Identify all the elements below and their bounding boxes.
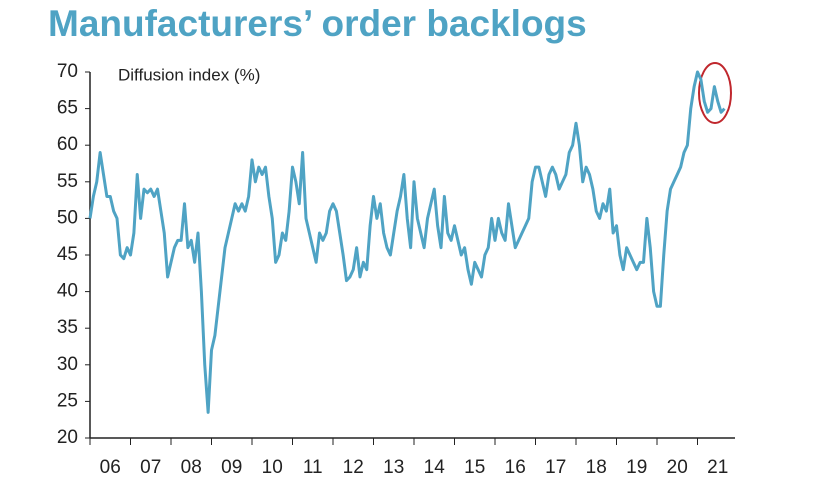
y-tick-label: 30 xyxy=(57,354,78,375)
x-tick-label: 15 xyxy=(464,457,485,478)
x-tick-label: 13 xyxy=(383,457,404,478)
y-tick-label: 20 xyxy=(57,427,78,448)
x-tick-label: 07 xyxy=(140,457,161,478)
x-tick-label: 10 xyxy=(262,457,283,478)
x-tick-label: 18 xyxy=(586,457,607,478)
x-tick-label: 17 xyxy=(545,457,566,478)
x-tick-label: 06 xyxy=(100,457,121,478)
x-tick-label: 20 xyxy=(667,457,688,478)
y-tick-label: 65 xyxy=(57,98,78,119)
x-tick-label: 21 xyxy=(707,457,728,478)
x-tick-label: 14 xyxy=(424,457,446,478)
y-tick-label: 55 xyxy=(57,171,78,192)
y-tick-label: 45 xyxy=(57,244,78,265)
y-tick-label: 35 xyxy=(57,317,78,338)
x-tick-label: 09 xyxy=(221,457,242,478)
x-tick-label: 12 xyxy=(343,457,364,478)
y-tick-label: 50 xyxy=(57,207,78,228)
y-tick-label: 70 xyxy=(57,61,78,82)
highlight-circle xyxy=(698,62,732,124)
y-tick-label: 25 xyxy=(57,390,78,411)
y-tick-label: 40 xyxy=(57,281,78,302)
x-tick-label: 19 xyxy=(626,457,647,478)
y-tick-label: 60 xyxy=(57,134,78,155)
x-tick-label: 16 xyxy=(505,457,526,478)
x-tick-label: 08 xyxy=(181,457,202,478)
x-tick-label: 11 xyxy=(303,457,323,478)
data-line xyxy=(88,70,726,414)
chart-title: Manufacturers’ order backlogs xyxy=(48,3,587,44)
y-axis-label: Diffusion index (%) xyxy=(118,65,260,84)
